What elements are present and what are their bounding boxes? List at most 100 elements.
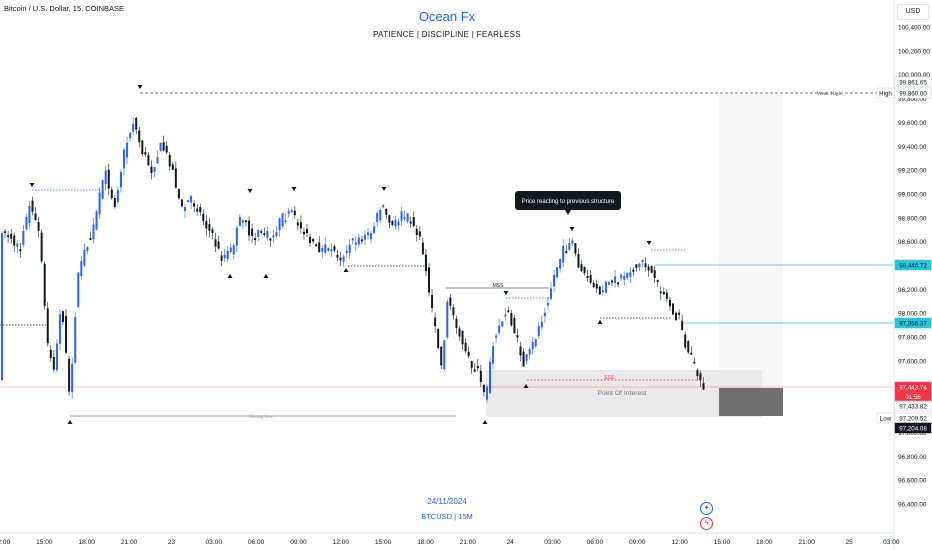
candle-body — [592, 282, 595, 287]
x-tick-label: 12:00 — [333, 539, 350, 546]
candle-body — [71, 363, 74, 393]
candle-body — [345, 250, 348, 253]
price-label: 97,966.37 — [899, 320, 927, 327]
candle-body — [342, 256, 345, 262]
candle-body — [333, 246, 336, 251]
candle-body — [589, 274, 592, 283]
candle-body — [62, 311, 64, 322]
candle-body — [104, 170, 107, 185]
swing-low-marker — [482, 420, 488, 424]
weak-high-label: Weak High — [817, 91, 842, 97]
candle-body — [254, 238, 257, 241]
strong-low-label: Strong low — [249, 414, 273, 420]
candle-body — [403, 217, 406, 219]
price-label-box — [894, 400, 932, 412]
candle-body — [507, 310, 510, 313]
candle-body — [52, 357, 55, 370]
candle-body — [10, 233, 13, 239]
candle-body — [556, 267, 559, 278]
candle-body — [174, 168, 177, 188]
brand-title: Ocean Fx — [418, 9, 476, 24]
candle-body — [461, 330, 464, 345]
currency-button[interactable]: USD — [897, 4, 929, 20]
candle-body — [220, 255, 223, 261]
candle-body — [83, 249, 86, 266]
level-tag-box — [876, 412, 895, 424]
candle-body — [409, 221, 412, 224]
candle-body — [513, 317, 516, 333]
candle-body — [238, 216, 241, 227]
candle-body — [586, 276, 589, 279]
candle-body — [452, 307, 455, 316]
candle-body — [19, 249, 22, 252]
candle-body — [650, 265, 653, 273]
candle-body — [428, 267, 430, 293]
candle-body — [550, 288, 552, 299]
swing-high-marker — [247, 189, 253, 193]
y-tick-label: 99,800.00 — [898, 96, 927, 103]
candle-body — [241, 220, 244, 223]
y-tick-label: 99,200.00 — [898, 168, 927, 175]
swing-low-marker — [227, 274, 233, 278]
candle-body — [13, 235, 16, 246]
candle-body — [144, 152, 147, 155]
swing-high-marker — [503, 291, 509, 295]
price-label-box — [894, 76, 932, 88]
candle-body — [275, 232, 278, 237]
candle-body — [382, 205, 385, 208]
candle-body — [562, 245, 565, 263]
candle-body — [25, 216, 28, 229]
candle-body — [28, 205, 31, 224]
candle-body — [302, 231, 305, 235]
price-label: 99,861.65 — [899, 79, 927, 86]
candle-body — [296, 222, 299, 226]
candle-body — [126, 142, 129, 158]
candle-body — [565, 251, 568, 254]
candle-body — [37, 221, 40, 231]
swing-low-marker — [523, 384, 529, 388]
candle-body — [318, 242, 321, 253]
candle-body — [162, 142, 165, 151]
candle-body — [437, 328, 440, 349]
y-tick-label: 99,000.00 — [898, 191, 927, 198]
price-label: 97,209.52 — [899, 415, 927, 422]
price-label-box — [894, 259, 932, 271]
candle-body — [559, 258, 562, 269]
y-tick-label: 98,800.00 — [898, 215, 927, 222]
candle-body — [501, 321, 504, 327]
candle-body — [370, 233, 373, 240]
mss-label: MSS — [493, 283, 505, 289]
candle-body — [98, 192, 101, 215]
candle-body — [662, 291, 665, 295]
candle-body — [611, 280, 613, 283]
x-tick-label: 12:00 — [0, 539, 11, 546]
candle-body — [431, 295, 434, 308]
y-tick-label: 97,600.00 — [898, 358, 927, 365]
x-tick-label: 25 — [845, 539, 853, 546]
candle-body — [412, 217, 415, 226]
y-tick-label: 98,200.00 — [898, 287, 927, 294]
candle-body — [363, 234, 366, 240]
candle-body — [684, 334, 687, 348]
candle-body — [65, 315, 68, 353]
add-alert-icon[interactable]: ✦ — [700, 502, 713, 515]
candle-body — [34, 213, 37, 221]
brand-motto: PATIENCE | DISCIPLINE | FEARLESS — [373, 30, 521, 39]
candle-body — [135, 117, 138, 130]
candle-body — [388, 215, 391, 223]
x-tick-label: 18:00 — [417, 539, 434, 546]
candle-body — [571, 240, 574, 244]
candle-body — [647, 266, 650, 271]
candle-body — [229, 247, 232, 252]
price-label: 98,446.72 — [899, 262, 927, 269]
flash-icon[interactable]: ϟ — [700, 517, 713, 530]
candle-body — [482, 384, 485, 393]
candle-body — [348, 244, 351, 253]
candle-body — [379, 209, 382, 221]
candle-body — [434, 317, 437, 327]
candle-body — [80, 261, 83, 277]
symbol-title[interactable]: Bitcoin / U.S. Dollar, 15, COINBASE — [4, 4, 125, 13]
swing-high-marker — [291, 187, 297, 191]
candle-body — [336, 254, 339, 258]
